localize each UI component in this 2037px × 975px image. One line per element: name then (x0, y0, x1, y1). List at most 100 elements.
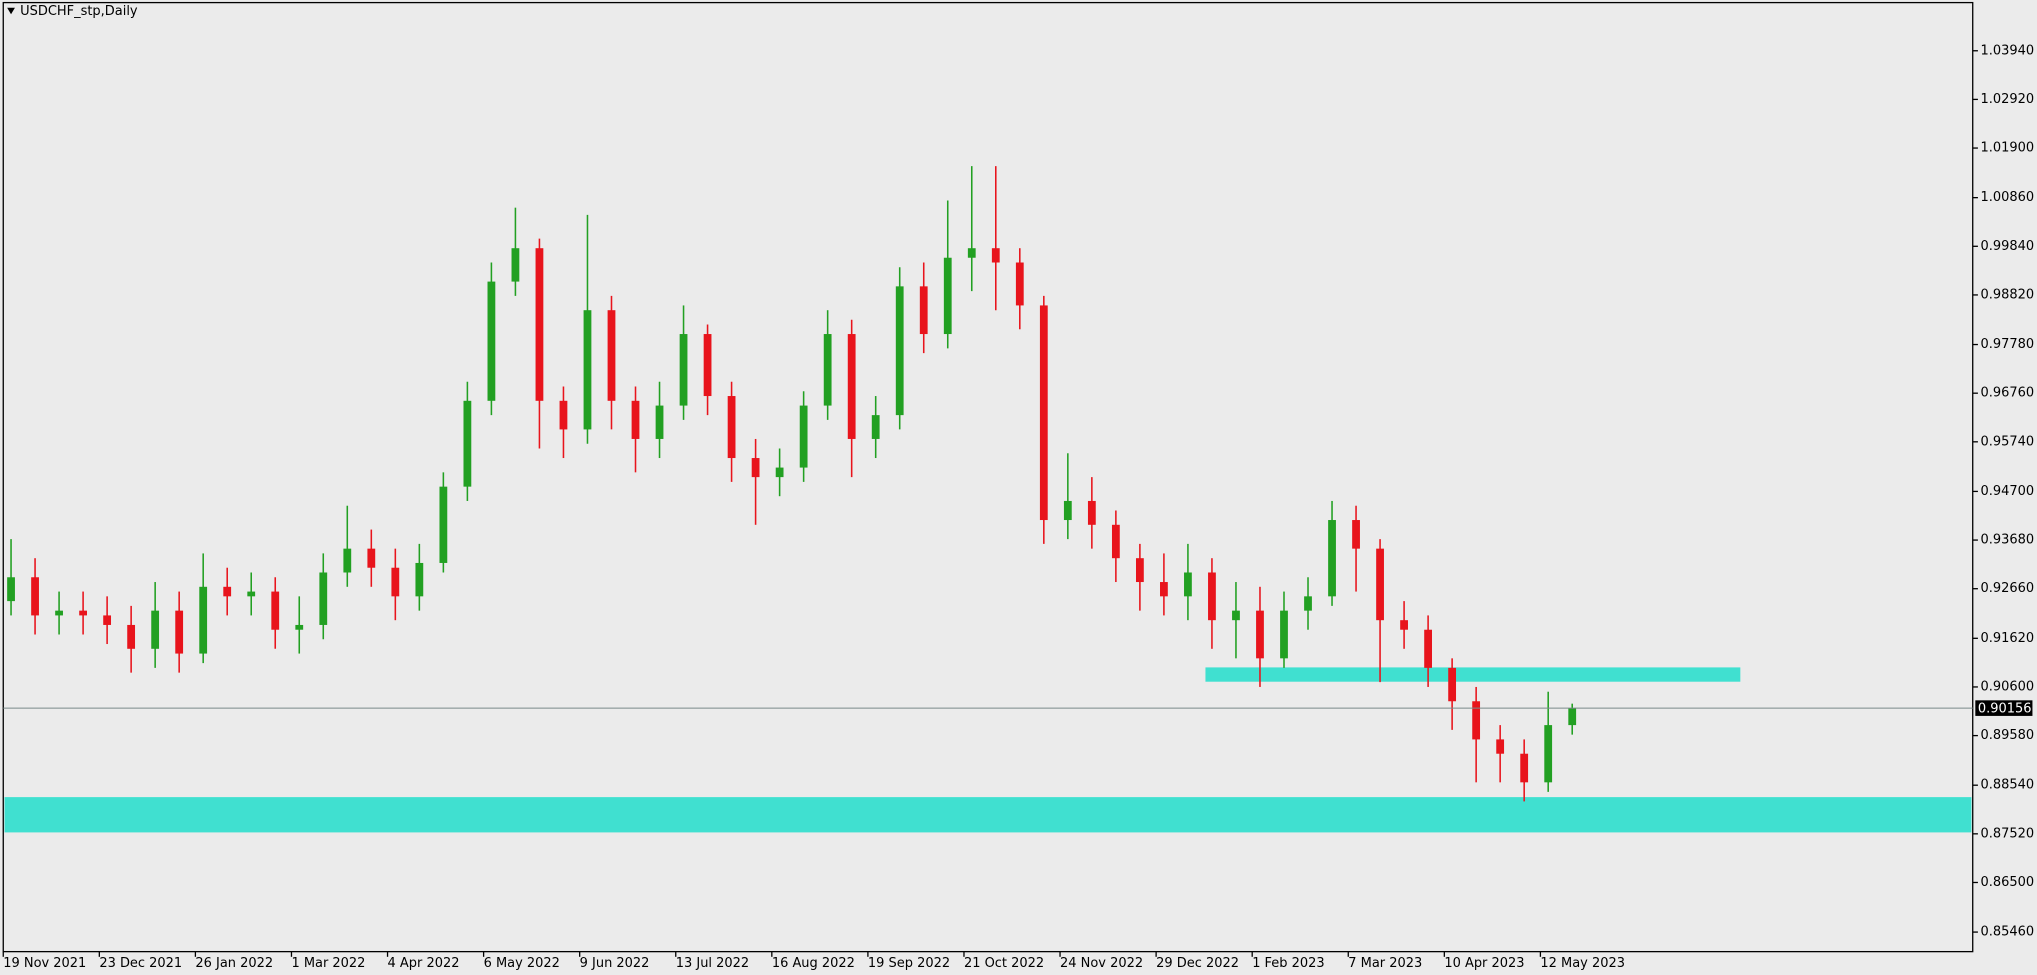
candle-body (1015, 262, 1024, 306)
candle-body (1400, 620, 1408, 630)
x-tick-label: 1 Mar 2022 (291, 956, 365, 971)
x-tick-label: 19 Nov 2021 (3, 956, 86, 971)
candle-body (1520, 753, 1529, 783)
candle-body (967, 248, 976, 258)
y-tick-label: 0.98820 (1981, 287, 2035, 302)
candle-body (415, 562, 424, 597)
current-price-label: 0.90156 (1978, 701, 2032, 716)
candle-body (271, 591, 280, 630)
candle-body (607, 310, 616, 401)
y-tick-label: 1.00860 (1981, 190, 2035, 205)
candle-body (1256, 610, 1264, 659)
candle-body (991, 248, 1000, 263)
candle-body (127, 624, 136, 649)
candle-body (1376, 548, 1384, 621)
x-tick-label: 10 Apr 2023 (1444, 956, 1524, 971)
candle-body (391, 567, 400, 597)
candle-body (295, 624, 304, 630)
candle-body (1424, 629, 1432, 668)
candle-body (535, 248, 544, 401)
candle-body (1111, 524, 1120, 559)
y-tick-label: 1.02920 (1981, 92, 2035, 107)
candle-body (199, 586, 208, 654)
y-tick-label: 0.89580 (1981, 728, 2035, 743)
candle-body (343, 548, 352, 573)
candle-body (55, 610, 63, 616)
x-tick-label: 26 Jan 2022 (195, 956, 273, 971)
y-tick-label: 0.91620 (1981, 631, 2035, 646)
candle-body (559, 400, 568, 430)
y-tick-label: 0.97780 (1981, 337, 2035, 352)
plot-frame (2, 1, 1974, 953)
x-tick-label: 12 May 2023 (1540, 956, 1625, 971)
y-tick-label: 0.90600 (1981, 679, 2035, 694)
y-tick-label: 0.88540 (1981, 778, 2035, 793)
x-tick-label: 1 Feb 2023 (1252, 956, 1324, 971)
candle-body (79, 610, 87, 616)
candle-body (31, 577, 39, 616)
candle-body (703, 334, 712, 397)
y-tick-label: 1.01900 (1981, 141, 2035, 156)
x-tick-label: 21 Oct 2022 (964, 956, 1044, 971)
candle-body (895, 286, 904, 416)
candle-body (1232, 610, 1240, 621)
chart-title: USDCHF_stp,Daily (20, 4, 138, 19)
candle-body (1160, 582, 1168, 597)
y-tick-label: 0.85460 (1981, 925, 2035, 940)
candle-body (727, 396, 736, 459)
candle-body (823, 334, 832, 406)
y-tick-label: 0.96760 (1981, 386, 2035, 401)
candle-body (319, 572, 328, 625)
candle-body (919, 286, 928, 335)
y-tick-label: 0.92660 (1981, 581, 2035, 596)
candle-body (1496, 739, 1505, 754)
title-arrow[interactable] (7, 7, 15, 15)
x-tick-label: 23 Dec 2021 (99, 956, 182, 971)
y-tick-label: 0.93680 (1981, 533, 2035, 548)
y-tick-label: 0.95740 (1981, 434, 2035, 449)
y-tick-label: 0.87520 (1981, 826, 2035, 841)
candle-body (463, 400, 472, 487)
candle-body (1568, 708, 1577, 726)
candle-body (655, 405, 664, 439)
current-price-box (1975, 700, 2033, 716)
x-tick-label: 4 Apr 2022 (388, 956, 460, 971)
zone (4, 797, 1972, 833)
candle-body (1208, 572, 1216, 621)
x-tick-label: 16 Aug 2022 (772, 956, 855, 971)
candle-body (583, 310, 592, 430)
candle-body (1280, 610, 1288, 659)
y-tick-label: 0.99840 (1981, 239, 2035, 254)
candle-body (487, 281, 496, 401)
candle-body (1352, 520, 1360, 549)
candle-body (1184, 572, 1192, 597)
candle-body (1328, 520, 1336, 597)
zone (1205, 667, 1741, 682)
x-tick-label: 7 Mar 2023 (1348, 956, 1422, 971)
candle-body (103, 615, 112, 625)
candle-body (511, 248, 520, 282)
candle-body (679, 334, 688, 406)
candle-body (175, 610, 184, 654)
candle-body (1039, 305, 1048, 521)
x-tick-label: 9 Jun 2022 (580, 956, 650, 971)
candle-body (1472, 701, 1481, 740)
candle-body (847, 334, 856, 439)
candle-body (1544, 725, 1553, 783)
candle-body (1448, 667, 1457, 702)
candle-body (1304, 596, 1312, 611)
candle-body (871, 415, 880, 439)
candle-body (247, 591, 256, 597)
candle-body (367, 548, 376, 568)
y-tick-label: 0.86500 (1981, 875, 2035, 890)
candle-body (1063, 500, 1072, 521)
y-tick-label: 1.03940 (1981, 43, 2035, 58)
candle-body (631, 400, 640, 439)
candle-body (943, 257, 952, 335)
candle-body (439, 486, 448, 563)
x-tick-label: 24 Nov 2022 (1060, 956, 1143, 971)
candle-body (751, 458, 760, 478)
x-tick-label: 29 Dec 2022 (1156, 956, 1239, 971)
